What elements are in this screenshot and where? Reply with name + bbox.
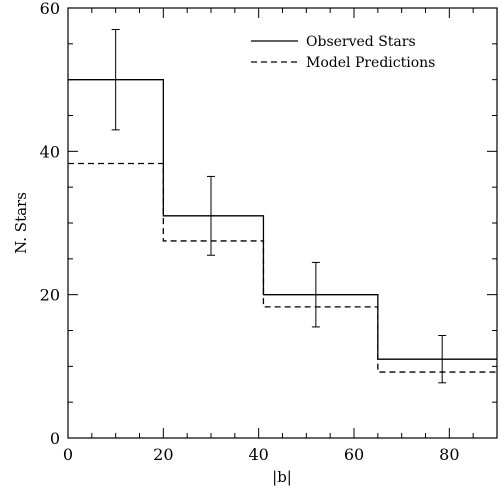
series-observed-line [68,79,497,360]
legend-label-model: Model Predictions [306,55,435,71]
legend-label-observed: Observed Stars [306,34,416,50]
x-axis-label: |b| [272,468,292,486]
x-tick-label: 20 [153,445,173,464]
plot-area: 0 20 40 60 80 0 20 40 60 [40,0,498,464]
y-axis-label: N. Stars [12,192,30,254]
y-tick-label: 40 [40,142,60,161]
series-model-line [68,162,497,373]
y-tick-label: 60 [40,0,60,18]
x-tick-label: 60 [344,445,364,464]
legend: Observed Stars Model Predictions [251,34,435,71]
y-tick-label: 20 [40,286,60,305]
y-tick-label: 0 [50,429,60,448]
plot-frame [67,7,498,439]
x-tick-label: 80 [439,445,459,464]
x-tick-label: 0 [63,445,73,464]
x-tick-label: 40 [248,445,268,464]
